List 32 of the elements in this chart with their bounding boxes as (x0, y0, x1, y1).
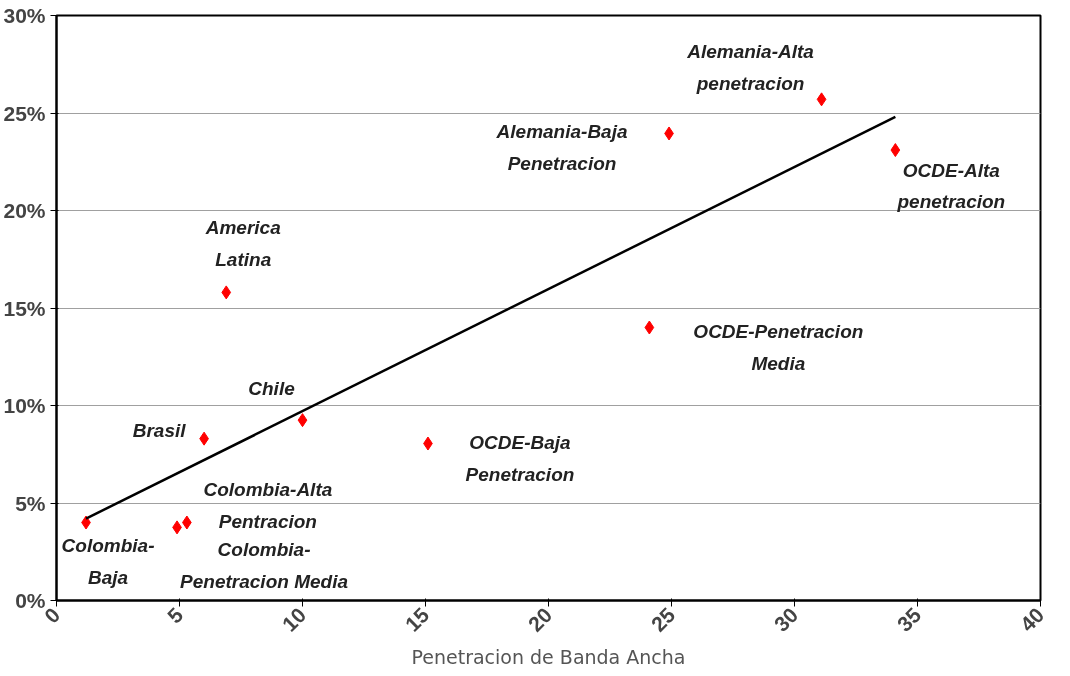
x-tick-label: 35 (892, 602, 926, 636)
point (816, 92, 827, 107)
y-tick-label: 20% (3, 199, 46, 222)
annotation: America Latina (204, 217, 282, 270)
point (297, 413, 308, 428)
x-axis-title: Penetracion de Banda Ancha (411, 645, 686, 668)
annotation: OCDE-Baja Penetracion (465, 432, 575, 485)
x-tick-label: 10 (277, 603, 311, 636)
y-tick-label: 0% (15, 589, 46, 612)
y-tick-label: 5% (15, 491, 46, 515)
y-tick-label: 15% (3, 296, 46, 320)
x-tick-label: 40 (1015, 603, 1049, 636)
annotation: OCDE-Alta penetracion (896, 159, 1006, 213)
point (221, 285, 232, 300)
x-tick-label: 30 (769, 603, 803, 636)
y-tick-label: 30% (3, 4, 46, 27)
x-tick-label: 15 (400, 602, 434, 636)
annotation: Colombia- Baja (61, 535, 155, 588)
point (644, 320, 655, 335)
annotation: Colombia- Penetracion Media (180, 539, 349, 592)
y-tick-label: 10% (3, 394, 46, 417)
x-tick-label: 5 (162, 602, 188, 628)
x-tick-label: 20 (523, 603, 557, 636)
point (890, 143, 901, 158)
annotation: Alemania-Alta penetracion (686, 41, 815, 94)
annotation: OCDE-Penetracion Media (693, 321, 864, 374)
y-tick-label: 25% (3, 101, 46, 125)
annotation: Brasil (132, 420, 187, 442)
x-tick-label: 25 (646, 602, 680, 636)
annotation: Colombia-Alta Pentracion (203, 479, 333, 532)
annotation: Chile (248, 377, 296, 399)
annotation: Alemania-Baja Penetracion (495, 121, 628, 174)
